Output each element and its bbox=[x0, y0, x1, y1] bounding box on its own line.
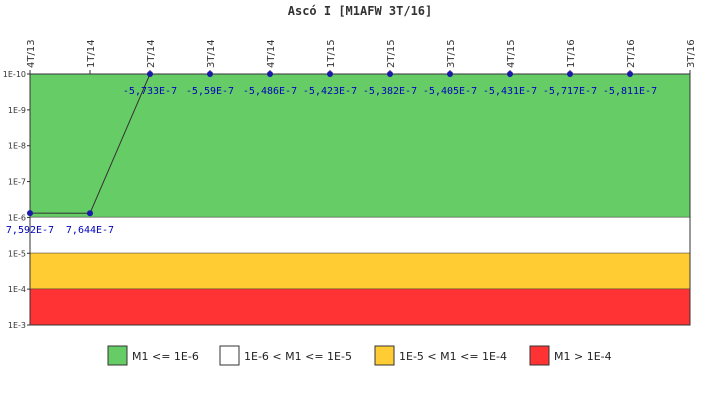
x-tick-label: 1T/14 bbox=[86, 39, 97, 68]
data-label: -5,717E-7 bbox=[543, 86, 597, 97]
data-labels: 7,592E-7 7,644E-7 -5,733E-7 -5,59E-7 -5,486E… bbox=[6, 86, 657, 236]
band-3 bbox=[30, 289, 690, 325]
x-tick-label: 1T/16 bbox=[566, 39, 577, 68]
legend-label: 1E-5 < M1 <= 1E-4 bbox=[399, 350, 507, 363]
x-tick-label: 4T/15 bbox=[506, 39, 517, 68]
x-tick-label: 3T/16 bbox=[686, 39, 697, 68]
y-tick-label: 1E-8 bbox=[8, 142, 26, 151]
y-tick-label: 1E-3 bbox=[8, 321, 26, 330]
legend-swatch bbox=[219, 345, 240, 366]
x-tick-label: 3T/14 bbox=[206, 39, 217, 68]
legend-label: M1 <= 1E-6 bbox=[132, 350, 199, 363]
legend: M1 <= 1E-6 1E-6 < M1 <= 1E-5 1E-5 < M1 <= … bbox=[107, 345, 612, 366]
x-tick-label: 4T/13 bbox=[26, 39, 37, 68]
data-point bbox=[87, 210, 93, 217]
data-point bbox=[207, 71, 213, 77]
data-point bbox=[387, 71, 393, 77]
band-1 bbox=[30, 217, 690, 254]
y-tick-label: 1E-10 bbox=[3, 70, 26, 79]
legend-label: 1E-6 < M1 <= 1E-5 bbox=[244, 350, 352, 363]
x-tick-label: 3T/15 bbox=[446, 39, 457, 68]
data-label: -5,431E-7 bbox=[483, 86, 537, 97]
y-tick-label: 1E-4 bbox=[8, 285, 26, 294]
data-label: -5,59E-7 bbox=[186, 86, 234, 97]
threshold-bands bbox=[29, 73, 691, 326]
data-label: -5,423E-7 bbox=[303, 86, 357, 97]
band-2 bbox=[30, 253, 690, 290]
data-point bbox=[327, 71, 333, 77]
x-tick-label: 1T/15 bbox=[326, 39, 337, 68]
data-point bbox=[627, 71, 633, 77]
legend-swatch bbox=[529, 345, 550, 366]
data-point bbox=[27, 210, 33, 217]
x-tick-label: 2T/16 bbox=[626, 39, 637, 68]
y-tick-label: 1E-7 bbox=[8, 178, 26, 187]
data-point bbox=[507, 71, 513, 77]
x-axis: 4T/13 1T/14 2T/14 3T/14 4T/14 1T/15 2T/15 3T/15… bbox=[26, 39, 697, 75]
x-tick-label: 2T/15 bbox=[386, 39, 397, 68]
series bbox=[27, 71, 633, 217]
data-label: -5,733E-7 bbox=[123, 86, 177, 97]
x-tick-label: 4T/14 bbox=[266, 39, 277, 68]
data-label: -5,405E-7 bbox=[423, 86, 477, 97]
y-axis: 1E-10 1E-9 1E-8 1E-7 1E-6 1E-5 1E-4 1E-3 bbox=[3, 70, 30, 330]
y-tick-label: 1E-6 bbox=[8, 213, 26, 222]
y-tick-label: 1E-9 bbox=[8, 106, 26, 115]
legend-swatch bbox=[374, 345, 395, 366]
data-label: -5,811E-7 bbox=[603, 86, 657, 97]
y-tick-label: 1E-5 bbox=[8, 249, 26, 258]
data-point bbox=[567, 71, 573, 77]
data-label: -5,486E-7 bbox=[243, 86, 297, 97]
data-point bbox=[447, 71, 453, 77]
data-point bbox=[267, 71, 273, 77]
legend-label: M1 > 1E-4 bbox=[554, 350, 612, 363]
x-tick-label: 2T/14 bbox=[146, 39, 157, 68]
chart-title: Ascó I [M1AFW 3T/16] bbox=[288, 4, 433, 18]
legend-swatch bbox=[107, 345, 128, 366]
data-label: 7,592E-7 bbox=[6, 225, 54, 236]
data-point bbox=[147, 71, 153, 77]
data-label: 7,644E-7 bbox=[66, 225, 114, 236]
data-label: -5,382E-7 bbox=[363, 86, 417, 97]
